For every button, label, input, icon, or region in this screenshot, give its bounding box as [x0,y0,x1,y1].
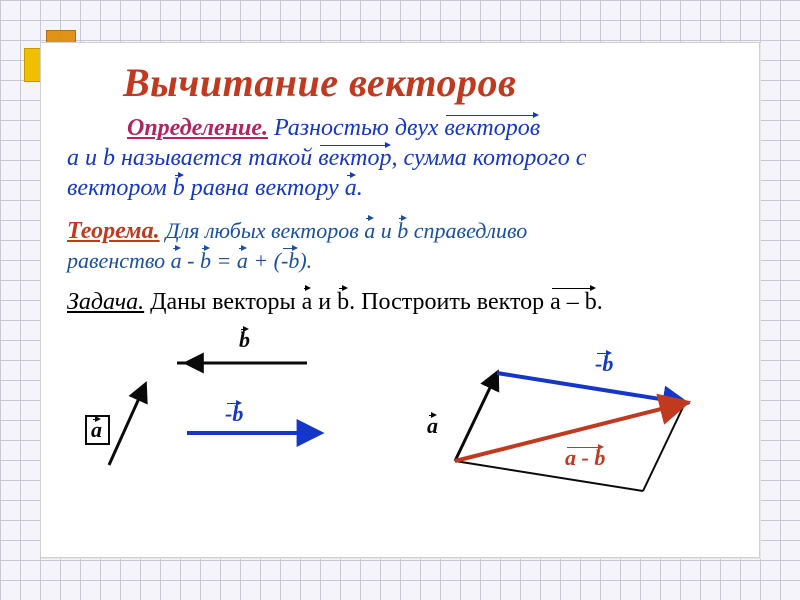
th-eq-a: a [171,247,182,274]
task-a: a [302,287,313,317]
th-t1: Для любых векторов [166,218,365,243]
theorem-label: Теорема. [67,218,160,244]
label-a-right: a [427,413,438,439]
figure-left [67,323,367,493]
figure-right [407,323,747,503]
task-t1: Даны векторы [144,289,301,315]
vec-b-def: b [173,174,185,204]
th-a: a [364,217,375,244]
vec-a-def: a [345,174,357,204]
th-t2: и [375,218,397,243]
th-eq-b: b [200,247,211,274]
label-negb-left: -b [225,401,243,427]
theorem: Теорема. Для любых векторов a и b справе… [67,217,733,277]
th-b: b [397,217,408,244]
label-b-left: b [239,327,250,353]
page-title: Вычитание векторов [123,59,733,106]
task-res: a – b [550,287,597,317]
vec-word-2: вектор [318,144,391,174]
th-eq-nb: -b [281,247,299,274]
task: Задача. Даны векторы a и b. Построить ве… [67,287,733,317]
def-t3: , сумма которого с [392,145,587,171]
def-t2: a и b называется такой [67,145,318,171]
figures: b a -b a -b a - b [67,323,733,503]
content-box: Вычитание векторов Определение. Разность… [40,42,760,558]
definition: Определение. Разностью двух векторов a и… [67,114,733,203]
task-b: b [337,287,349,317]
vec-word-1: векторов [444,114,540,144]
th-t3: справедливо [408,218,527,243]
label-result: a - b [565,445,605,471]
task-label: Задача. [67,289,144,315]
def-t6: . [357,175,363,201]
def-t1: Разностью двух [274,115,444,141]
def-t4: вектором [67,175,173,201]
definition-label: Определение. [127,115,268,141]
def-t5: равна вектору [185,175,345,201]
th-t4: равенство [67,248,171,273]
th-eq-a2: a [237,247,248,274]
label-negb-right: -b [595,351,613,377]
label-a-left: a [85,415,110,445]
